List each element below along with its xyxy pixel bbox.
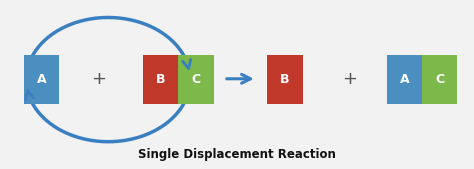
Text: C: C [435, 73, 444, 86]
FancyBboxPatch shape [143, 55, 178, 104]
Text: Single Displacement Reaction: Single Displacement Reaction [138, 148, 336, 161]
Text: C: C [191, 73, 201, 86]
Text: A: A [36, 73, 46, 86]
Text: +: + [91, 70, 106, 88]
Text: B: B [156, 73, 165, 86]
FancyBboxPatch shape [267, 55, 302, 104]
Text: A: A [400, 73, 409, 86]
Text: B: B [280, 73, 290, 86]
FancyBboxPatch shape [387, 55, 422, 104]
Text: +: + [342, 70, 357, 88]
FancyBboxPatch shape [422, 55, 457, 104]
FancyBboxPatch shape [178, 55, 214, 104]
FancyBboxPatch shape [24, 55, 59, 104]
